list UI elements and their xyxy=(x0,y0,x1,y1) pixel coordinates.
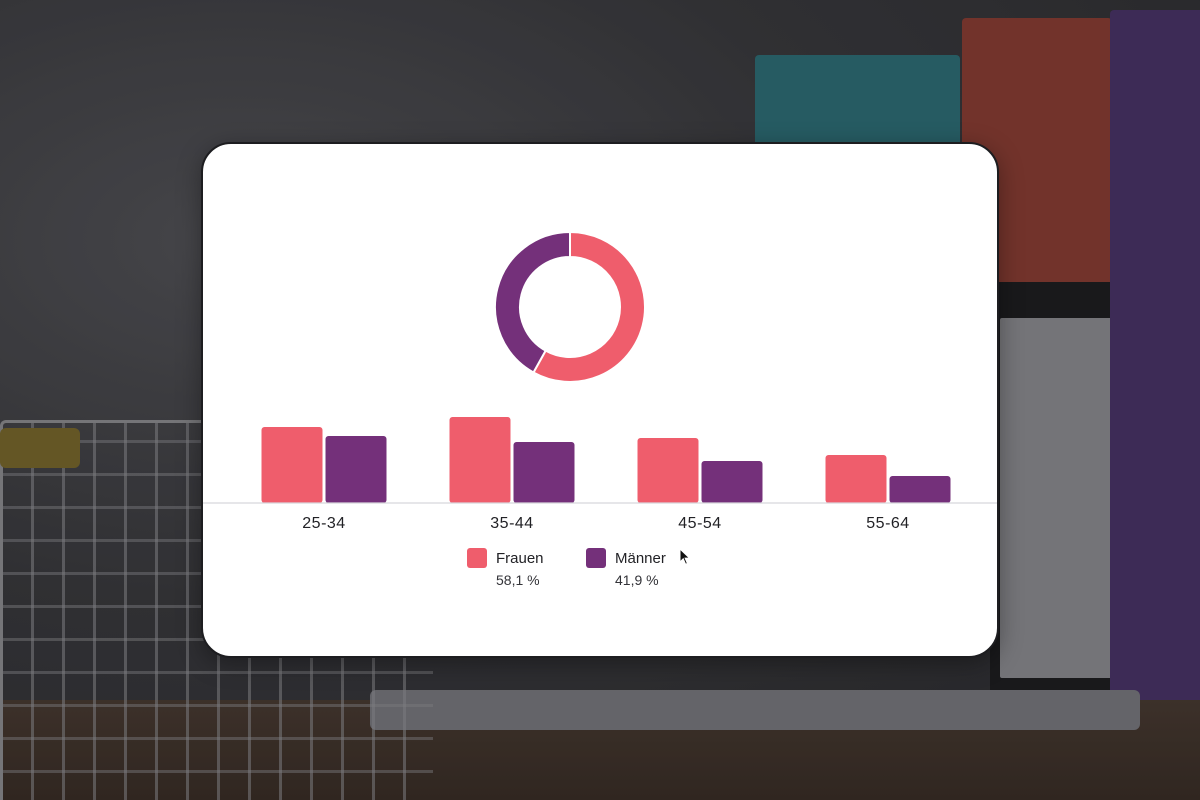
bar-maenner-55-64[interactable] xyxy=(889,476,951,503)
bar-frauen-45-54[interactable] xyxy=(637,438,699,503)
x-tick-label-35-44: 35-44 xyxy=(490,515,533,532)
legend-swatch-frauen xyxy=(467,548,487,568)
bar-frauen-35-44[interactable] xyxy=(449,417,511,503)
bar-maenner-45-54[interactable] xyxy=(701,461,763,503)
x-tick-label-45-54: 45-54 xyxy=(678,515,721,532)
legend: Frauen 58,1 % Männer 41,9 % xyxy=(203,547,997,597)
bar-frauen-25-34[interactable] xyxy=(261,427,323,503)
mouse-pointer-icon xyxy=(679,548,691,565)
x-tick-label-25-34: 25-34 xyxy=(302,515,345,532)
chart-canvas: 25-34 35-44 45-54 55-64 xyxy=(203,230,997,532)
shopping-bag-purple xyxy=(1110,10,1200,700)
legend-value-frauen: 58,1 % xyxy=(496,572,540,588)
legend-value-maenner: 41,9 % xyxy=(615,572,659,588)
donut-slice-maenner[interactable] xyxy=(494,230,571,374)
bar-frauen-55-64[interactable] xyxy=(825,455,887,503)
laptop-base xyxy=(370,690,1140,730)
x-tick-label-55-64: 55-64 xyxy=(866,515,909,532)
donut-chart xyxy=(494,230,646,383)
shopping-cart-handle xyxy=(0,428,80,468)
donut-slice-frauen[interactable] xyxy=(532,230,646,383)
laptop-display xyxy=(1000,318,1118,678)
legend-swatch-maenner xyxy=(586,548,606,568)
legend-label-frauen: Frauen xyxy=(496,550,544,567)
legend-label-maenner: Männer xyxy=(615,550,666,567)
chart-card: 25-34 35-44 45-54 55-64 Frauen 58,1 % Männe… xyxy=(201,142,999,658)
bar-maenner-35-44[interactable] xyxy=(513,442,575,503)
bar-maenner-25-34[interactable] xyxy=(325,436,387,503)
x-axis-tick-labels: 25-34 35-44 45-54 55-64 xyxy=(302,515,909,532)
bar-chart xyxy=(261,417,951,503)
